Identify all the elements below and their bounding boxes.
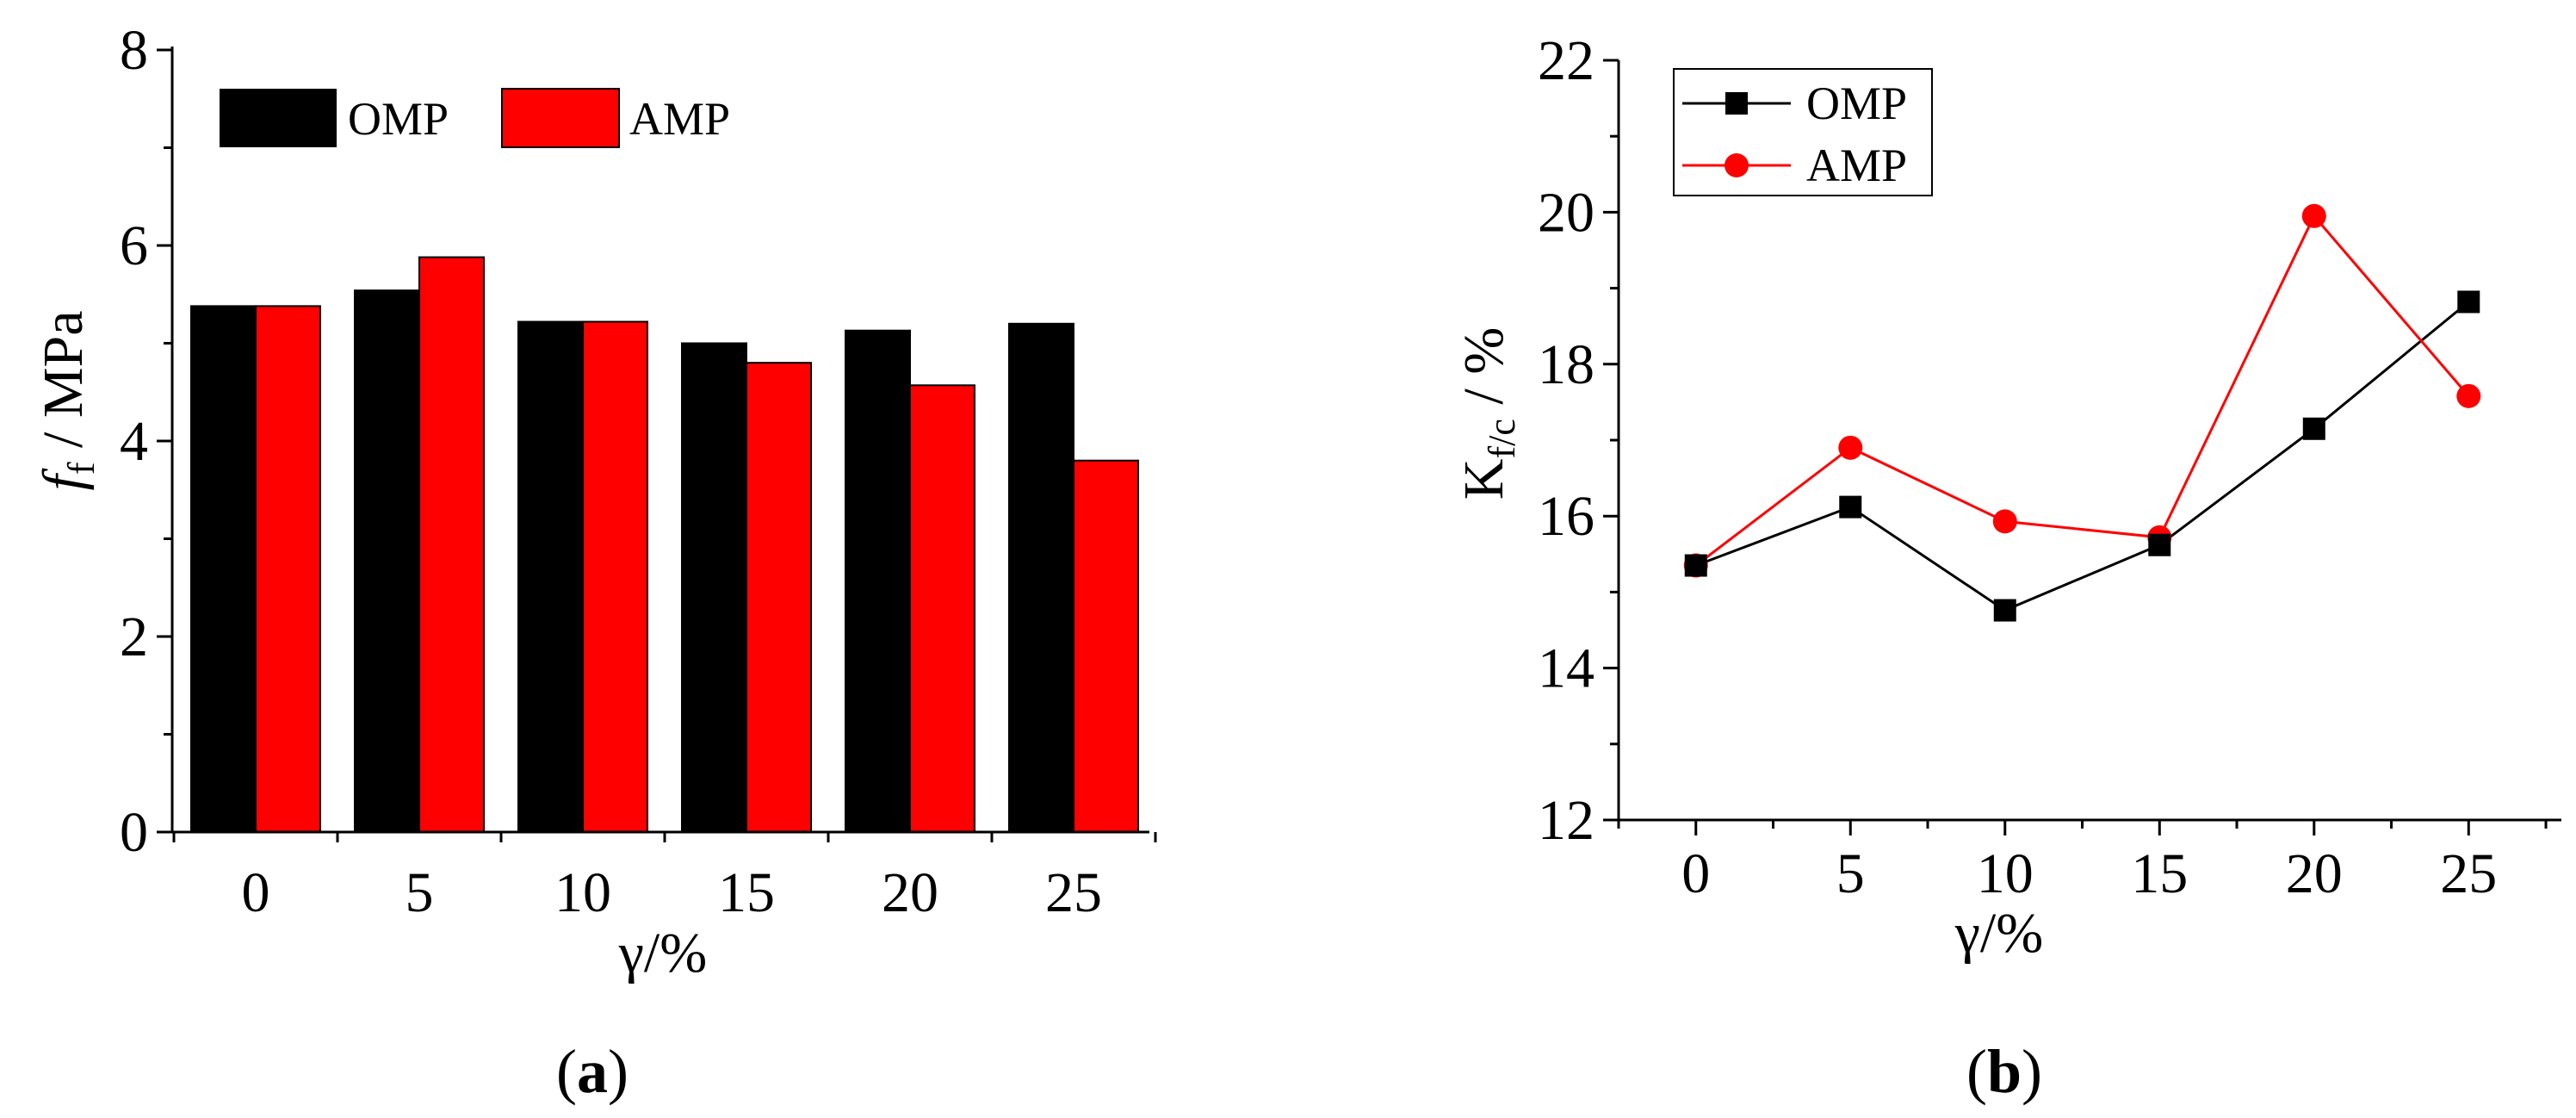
bar-amp-0: [255, 305, 321, 833]
x-tick-labels-a: 0 5 10 15 20 25: [242, 861, 1103, 924]
line-chart-panel-b: 12 14 16 18 20 22 0 5 10 15 20 25 Kf/c / % γ/% OMP…: [1452, 29, 2561, 1106]
y-tick-label-b: 20: [1538, 181, 1595, 244]
x-tick-label-a: 25: [1045, 861, 1102, 924]
x-axis-title-a: γ/%: [618, 922, 707, 984]
legend-marker-amp: [1725, 153, 1749, 177]
y-tick-label-a: 4: [120, 410, 148, 473]
legend-b: OMP AMP: [1673, 68, 1933, 196]
bar-group: [190, 256, 1139, 833]
x-tick-label-b: 15: [2131, 842, 2188, 905]
y-tick-label-b: 18: [1538, 333, 1595, 396]
x-axis-title-b: γ/%: [1954, 902, 2043, 965]
y-axis-title-a: ff / MPa: [32, 310, 102, 490]
legend-marker-omp: [1725, 92, 1748, 115]
y-tick-label-b: 16: [1538, 485, 1595, 548]
series-markers-b: [1683, 203, 2481, 622]
bar-omp-10: [517, 320, 584, 833]
x-tick-label-b: 10: [1977, 842, 2034, 905]
y-tick-label-a: 6: [120, 214, 148, 277]
legend-label-amp-b: AMP: [1806, 140, 1907, 191]
legend-label-omp-b: OMP: [1806, 78, 1907, 129]
x-tick-label-a: 20: [882, 861, 938, 924]
legend-swatch-omp: [220, 89, 337, 147]
bar-omp-0: [190, 305, 257, 833]
point-amp-25: [2456, 383, 2481, 408]
x-tick-label-b: 25: [2440, 842, 2497, 905]
panel-label-b: (b): [1966, 1037, 2042, 1106]
bar-amp-10: [582, 320, 648, 833]
point-omp-20: [2302, 417, 2325, 440]
x-tick-label-b: 5: [1836, 842, 1865, 905]
y-tick-labels-b: 12 14 16 18 20 22: [1538, 29, 1595, 852]
panel-label-a: (a): [556, 1037, 629, 1106]
legend-label-amp: AMP: [629, 93, 730, 145]
y-tick-label-b: 14: [1538, 637, 1595, 700]
legend-swatch-amp: [501, 88, 620, 148]
point-omp-15: [2148, 533, 2171, 556]
point-amp-5: [1838, 435, 1863, 460]
bar-amp-20: [909, 384, 975, 833]
bar-omp-20: [845, 329, 911, 833]
x-tick-label-a: 0: [242, 861, 270, 924]
y-axis-title-b: Kf/c / %: [1452, 327, 1523, 500]
y-tick-labels-a: 0 2 4 6 8: [120, 19, 148, 864]
y-tick-label-a: 8: [120, 19, 148, 82]
bar-omp-15: [681, 342, 747, 833]
legend-box-b: [1673, 68, 1933, 196]
point-omp-5: [1839, 495, 1862, 519]
point-amp-20: [2301, 203, 2326, 228]
legend-a: OMP AMP: [220, 88, 730, 148]
series-lines-b: [1694, 214, 2470, 612]
point-omp-10: [1993, 599, 2016, 622]
y-tick-label-b: 22: [1538, 29, 1595, 92]
bar-chart-panel-a: 0 2 4 6 8 0 5 10 15 20 25 ff / MPa γ/% OMP AMP (a…: [32, 19, 1157, 1106]
point-omp-25: [2457, 290, 2480, 314]
x-tick-label-a: 5: [406, 861, 434, 924]
bar-amp-5: [418, 256, 485, 833]
x-tick-label-b: 20: [2286, 842, 2343, 905]
y-tick-label-a: 2: [120, 606, 148, 668]
bar-omp-25: [1008, 322, 1074, 833]
series-line-omp: [1695, 301, 2470, 612]
axes-a: [157, 47, 1157, 842]
bar-amp-25: [1073, 459, 1139, 833]
x-tick-labels-b: 0 5 10 15 20 25: [1681, 842, 2497, 905]
y-tick-label-b: 12: [1538, 789, 1595, 852]
x-tick-label-a: 15: [718, 861, 775, 924]
x-tick-label-b: 0: [1681, 842, 1710, 905]
x-tick-label-a: 10: [554, 861, 611, 924]
legend-label-omp: OMP: [348, 93, 449, 145]
bar-amp-15: [746, 362, 812, 833]
series-line-amp: [1694, 214, 2470, 567]
axes-b: [1603, 59, 2561, 835]
point-omp-0: [1684, 554, 1707, 577]
point-amp-10: [1992, 509, 2017, 534]
bar-omp-5: [354, 289, 420, 833]
y-tick-label-a: 0: [120, 801, 148, 864]
